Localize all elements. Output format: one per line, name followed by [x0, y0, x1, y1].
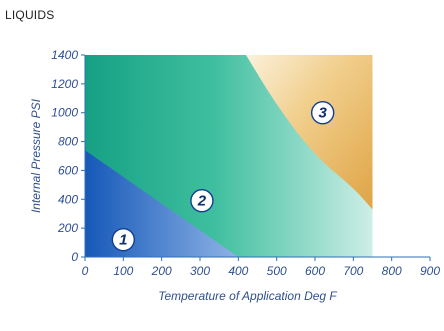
y-tick-label: 1400 — [51, 48, 78, 62]
region-3-badge — [310, 101, 335, 125]
y-tick-label: 800 — [58, 135, 78, 149]
x-tick-label: 500 — [267, 264, 287, 278]
x-tick-label: 700 — [343, 264, 363, 278]
x-axis-title: Temperature of Application Deg F — [158, 289, 337, 303]
region-2-badge — [190, 189, 214, 213]
region-3 — [246, 55, 373, 210]
x-tick-label: 600 — [305, 264, 325, 278]
y-axis-title: Internal Pressure PSI — [29, 98, 43, 213]
y-tick-label: 1000 — [51, 106, 78, 120]
x-tick-label: 300 — [190, 264, 210, 278]
x-tick-label: 200 — [151, 264, 172, 278]
y-tick-label: 1200 — [51, 77, 78, 91]
region-1-badge — [111, 227, 136, 252]
x-tick-label: 0 — [82, 264, 89, 278]
region-3-label: 3 — [318, 105, 327, 122]
y-tick-label: 600 — [58, 163, 78, 177]
x-tick-label: 100 — [113, 264, 133, 278]
x-tick-label: 400 — [228, 264, 248, 278]
chart-title: LIQUIDS — [5, 8, 55, 22]
x-tick-label: 900 — [420, 264, 440, 278]
y-tick-label: 200 — [57, 221, 78, 235]
y-tick-label: 0 — [71, 250, 78, 264]
x-tick-label: 800 — [382, 264, 402, 278]
region-1-label: 1 — [119, 232, 127, 249]
region-2-label: 2 — [197, 193, 207, 210]
y-tick-label: 400 — [58, 192, 78, 206]
